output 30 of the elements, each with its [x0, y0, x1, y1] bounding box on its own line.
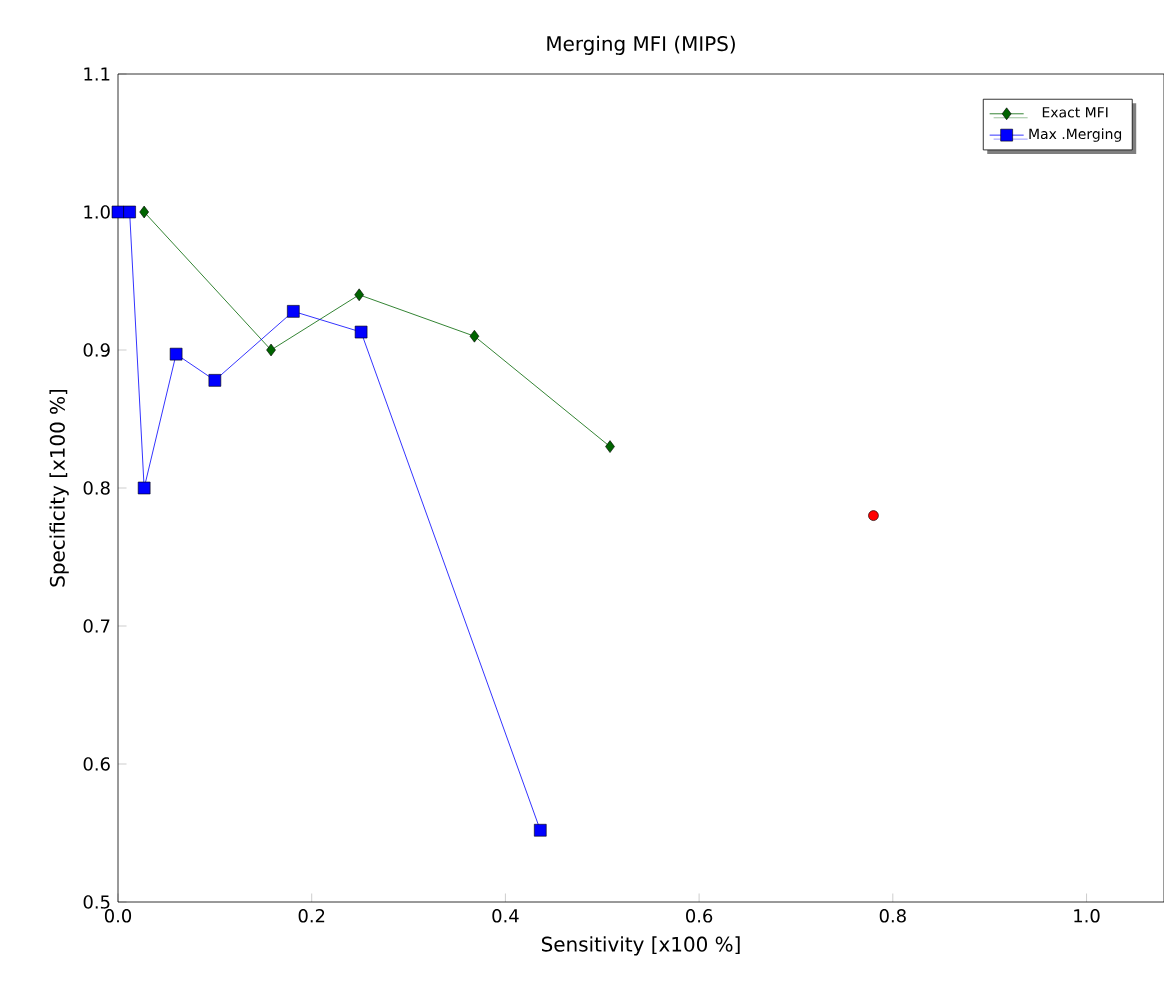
- point: [266, 343, 276, 357]
- x-axis-title: Sensitivity [x100 %]: [541, 936, 740, 956]
- point: [354, 288, 364, 302]
- point: [287, 305, 300, 318]
- x-tick-label: 0.6: [686, 909, 713, 923]
- y-tick-label: 0.7: [83, 619, 110, 633]
- point: [111, 205, 125, 219]
- point: [534, 823, 547, 837]
- x-tick-label: 0.2: [298, 909, 325, 923]
- x-tick-label: 0.0: [104, 909, 132, 923]
- chart-title: Merging MFI (MIPS): [547, 35, 735, 56]
- point: [208, 374, 222, 387]
- point: [605, 440, 615, 453]
- y-axis-title: Specificity [x100 %]: [49, 389, 69, 587]
- y-tick-label: 1.1: [84, 67, 110, 81]
- y-tick-label: 0.9: [83, 343, 110, 357]
- point: [137, 481, 151, 495]
- point: [354, 325, 368, 339]
- x-tick-label: 0.8: [879, 909, 906, 923]
- y-tick-label: 1.0: [84, 205, 110, 219]
- point: [868, 510, 879, 521]
- point: [123, 205, 136, 219]
- point: [469, 329, 480, 343]
- point: [139, 205, 149, 219]
- y-tick-label: 0.5: [83, 895, 110, 909]
- y-tick-label: 0.8: [83, 481, 110, 495]
- x-tick-label: 0.4: [492, 909, 519, 923]
- point: [169, 347, 183, 361]
- y-tick-label: 0.6: [83, 757, 110, 771]
- x-tick-label: 1.0: [1074, 909, 1100, 923]
